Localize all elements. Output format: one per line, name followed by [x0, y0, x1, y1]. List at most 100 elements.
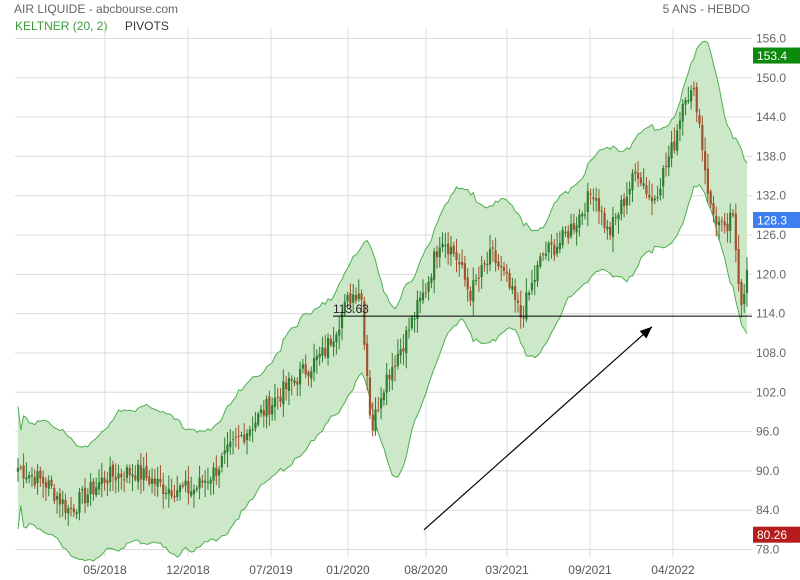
candle-body	[95, 487, 98, 495]
candle-body	[698, 115, 701, 124]
candle-body	[304, 364, 307, 375]
candle-body	[706, 168, 709, 194]
arrow-head	[639, 326, 652, 339]
candle-body	[142, 468, 145, 481]
candle-body	[170, 490, 173, 497]
candle-body	[338, 329, 341, 336]
candle-body	[131, 474, 134, 477]
candle-body	[511, 285, 514, 290]
candle-body	[494, 250, 497, 264]
candle-body	[209, 479, 212, 484]
candle-body	[609, 226, 612, 236]
indicator-keltner-label[interactable]: KELTNER (20, 2)	[15, 19, 108, 33]
candle-body	[148, 476, 151, 485]
y-tick-label: 84.0	[756, 503, 780, 517]
candle-body	[508, 272, 511, 288]
candle-body	[472, 280, 475, 302]
candle-body	[421, 292, 425, 301]
candle-body	[673, 141, 676, 150]
candle-body	[374, 409, 377, 432]
candle-body	[547, 242, 550, 253]
candle-body	[704, 151, 707, 171]
candle-body	[578, 214, 581, 228]
candle-body	[514, 286, 517, 300]
candle-body	[167, 488, 170, 494]
y-tick-label: 96.0	[756, 425, 780, 439]
candle-body	[324, 348, 327, 356]
candle-body	[525, 292, 528, 320]
candle-body	[444, 244, 447, 247]
candle-body	[505, 271, 508, 274]
candle-body	[536, 265, 539, 282]
candle-body	[67, 508, 70, 514]
candle-body	[83, 487, 87, 504]
candle-body	[676, 130, 679, 151]
candle-body	[491, 247, 494, 249]
candle-body	[125, 467, 129, 479]
price-tag-bg	[753, 526, 800, 543]
y-tick-label: 132.0	[756, 189, 786, 203]
candle-body	[106, 480, 109, 484]
price-tags: 153.4 128.3 80.26	[753, 47, 800, 543]
candle-body	[206, 481, 210, 483]
candle-body	[533, 280, 536, 283]
candle-body	[50, 479, 53, 487]
candle-body	[530, 282, 534, 291]
candle-body	[427, 281, 430, 292]
candle-body	[72, 508, 75, 513]
candle-body	[371, 414, 374, 431]
period-label[interactable]: 5 ANS - HEBDO	[662, 2, 750, 16]
indicator-bar: KELTNER (20, 2) PIVOTS	[15, 19, 169, 33]
candle-body	[592, 197, 595, 200]
candle-body	[438, 247, 441, 258]
candle-body	[245, 433, 249, 441]
candle-body	[329, 338, 332, 345]
candle-body	[413, 318, 416, 320]
candle-body	[636, 172, 640, 179]
candle-body	[620, 199, 623, 215]
candle-body	[201, 480, 204, 484]
candle-body	[58, 493, 61, 505]
candle-body	[575, 225, 578, 233]
candle-body	[458, 262, 461, 265]
candle-body	[282, 381, 285, 405]
candle-body	[600, 210, 603, 212]
candle-body	[709, 191, 712, 205]
candle-body	[36, 471, 39, 484]
candle-body	[343, 301, 346, 314]
candle-body	[502, 267, 506, 271]
indicator-pivots-label[interactable]: PIVOTS	[124, 19, 169, 33]
candle-body	[195, 488, 198, 490]
candle-body	[449, 246, 453, 255]
candle-body	[690, 90, 693, 102]
candle-body	[542, 254, 545, 256]
candle-body	[226, 444, 229, 453]
candle-body	[648, 195, 651, 198]
candle-body	[363, 301, 366, 345]
candle-body	[254, 422, 257, 429]
candle-body	[212, 467, 215, 481]
candle-body	[402, 348, 405, 352]
y-tick-label: 126.0	[756, 228, 786, 242]
candle-body	[583, 214, 587, 216]
candle-body	[634, 171, 637, 174]
candle-body	[455, 252, 458, 261]
y-tick-label: 108.0	[756, 346, 786, 360]
x-tick-label: 05/2018	[83, 563, 127, 577]
candle-body	[642, 183, 645, 186]
candle-body	[42, 476, 45, 484]
candle-body	[572, 223, 575, 230]
candle-body	[726, 223, 729, 232]
candle-body	[145, 465, 148, 479]
candle-body	[452, 245, 455, 254]
candle-body	[368, 377, 372, 416]
candle-body	[312, 357, 316, 373]
candle-body	[86, 494, 89, 504]
candle-body	[22, 465, 25, 479]
y-tick-label: 156.0	[756, 32, 786, 46]
candle-body	[623, 198, 626, 207]
candle-body	[667, 156, 670, 168]
keltner-upper-line	[17, 40, 748, 448]
candle-body	[231, 439, 235, 441]
